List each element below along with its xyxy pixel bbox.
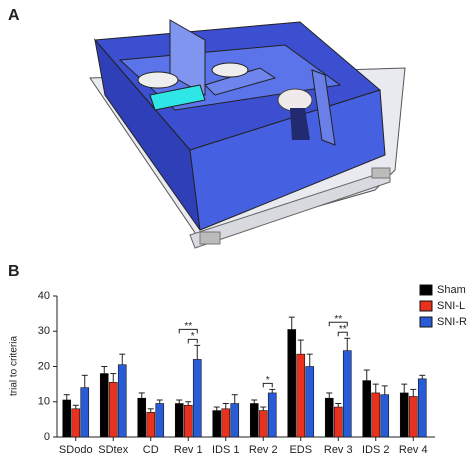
bar bbox=[287, 329, 297, 438]
panel-label: A bbox=[8, 7, 20, 24]
y-tick-label: 30 bbox=[38, 325, 50, 337]
bar bbox=[183, 404, 193, 438]
panel-label: B bbox=[8, 263, 20, 280]
significance-label: ** bbox=[339, 324, 347, 335]
x-tick-label: IDS 1 bbox=[212, 444, 240, 456]
bar bbox=[342, 350, 352, 438]
y-tick-label: 40 bbox=[38, 290, 50, 302]
bar bbox=[371, 392, 381, 438]
legend-swatch bbox=[419, 316, 433, 328]
significance-label: * bbox=[191, 331, 195, 342]
bar bbox=[192, 359, 202, 438]
x-tick-label: SDtex bbox=[98, 444, 128, 456]
significance-bracket bbox=[187, 338, 198, 344]
bar bbox=[146, 412, 156, 438]
x-tick-label: Rev 2 bbox=[249, 444, 278, 456]
bar bbox=[296, 353, 306, 438]
x-tick-label: CD bbox=[143, 444, 159, 456]
bar bbox=[62, 399, 72, 438]
x-tick-label: EDS bbox=[289, 444, 312, 456]
significance-bracket bbox=[328, 321, 348, 327]
bar bbox=[108, 382, 118, 438]
bar bbox=[117, 364, 127, 438]
x-tick-label: Rev 4 bbox=[399, 444, 428, 456]
bar bbox=[267, 392, 277, 438]
bar bbox=[324, 397, 334, 438]
bar bbox=[305, 366, 315, 438]
legend-label: Sham bbox=[437, 284, 466, 296]
x-tick-label: SDodo bbox=[59, 444, 93, 456]
bar bbox=[399, 392, 409, 438]
bar bbox=[258, 410, 268, 438]
legend-swatch bbox=[419, 300, 433, 312]
bar bbox=[155, 403, 165, 438]
significance-label: ** bbox=[184, 321, 192, 332]
bar bbox=[71, 408, 81, 438]
bar bbox=[362, 380, 372, 438]
bar bbox=[212, 410, 222, 438]
legend-label: SNI-L bbox=[437, 300, 465, 312]
y-tick-label: 0 bbox=[44, 431, 50, 443]
significance-label: ** bbox=[334, 314, 342, 325]
bar bbox=[380, 394, 390, 438]
x-tick-label: Rev 3 bbox=[324, 444, 353, 456]
significance-label: * bbox=[266, 375, 270, 386]
x-tick-label: Rev 1 bbox=[174, 444, 203, 456]
apparatus-illustration bbox=[89, 19, 406, 249]
bar bbox=[408, 396, 418, 438]
bar bbox=[230, 403, 240, 438]
legend-swatch bbox=[419, 284, 433, 296]
x-tick-label: IDS 2 bbox=[362, 444, 390, 456]
bar bbox=[417, 378, 427, 438]
bar bbox=[137, 397, 147, 438]
y-tick-label: 10 bbox=[38, 396, 50, 408]
bar bbox=[80, 387, 90, 438]
bar bbox=[249, 403, 259, 438]
bar bbox=[99, 373, 109, 438]
y-axis-label: trial to criteria bbox=[9, 336, 20, 396]
bar bbox=[333, 406, 343, 438]
bar bbox=[174, 403, 184, 438]
significance-bracket bbox=[262, 382, 273, 388]
legend-label: SNI-R bbox=[437, 316, 467, 328]
bar bbox=[221, 408, 231, 438]
significance-bracket bbox=[178, 328, 198, 334]
significance-bracket bbox=[337, 331, 348, 337]
y-tick-label: 20 bbox=[38, 360, 50, 372]
